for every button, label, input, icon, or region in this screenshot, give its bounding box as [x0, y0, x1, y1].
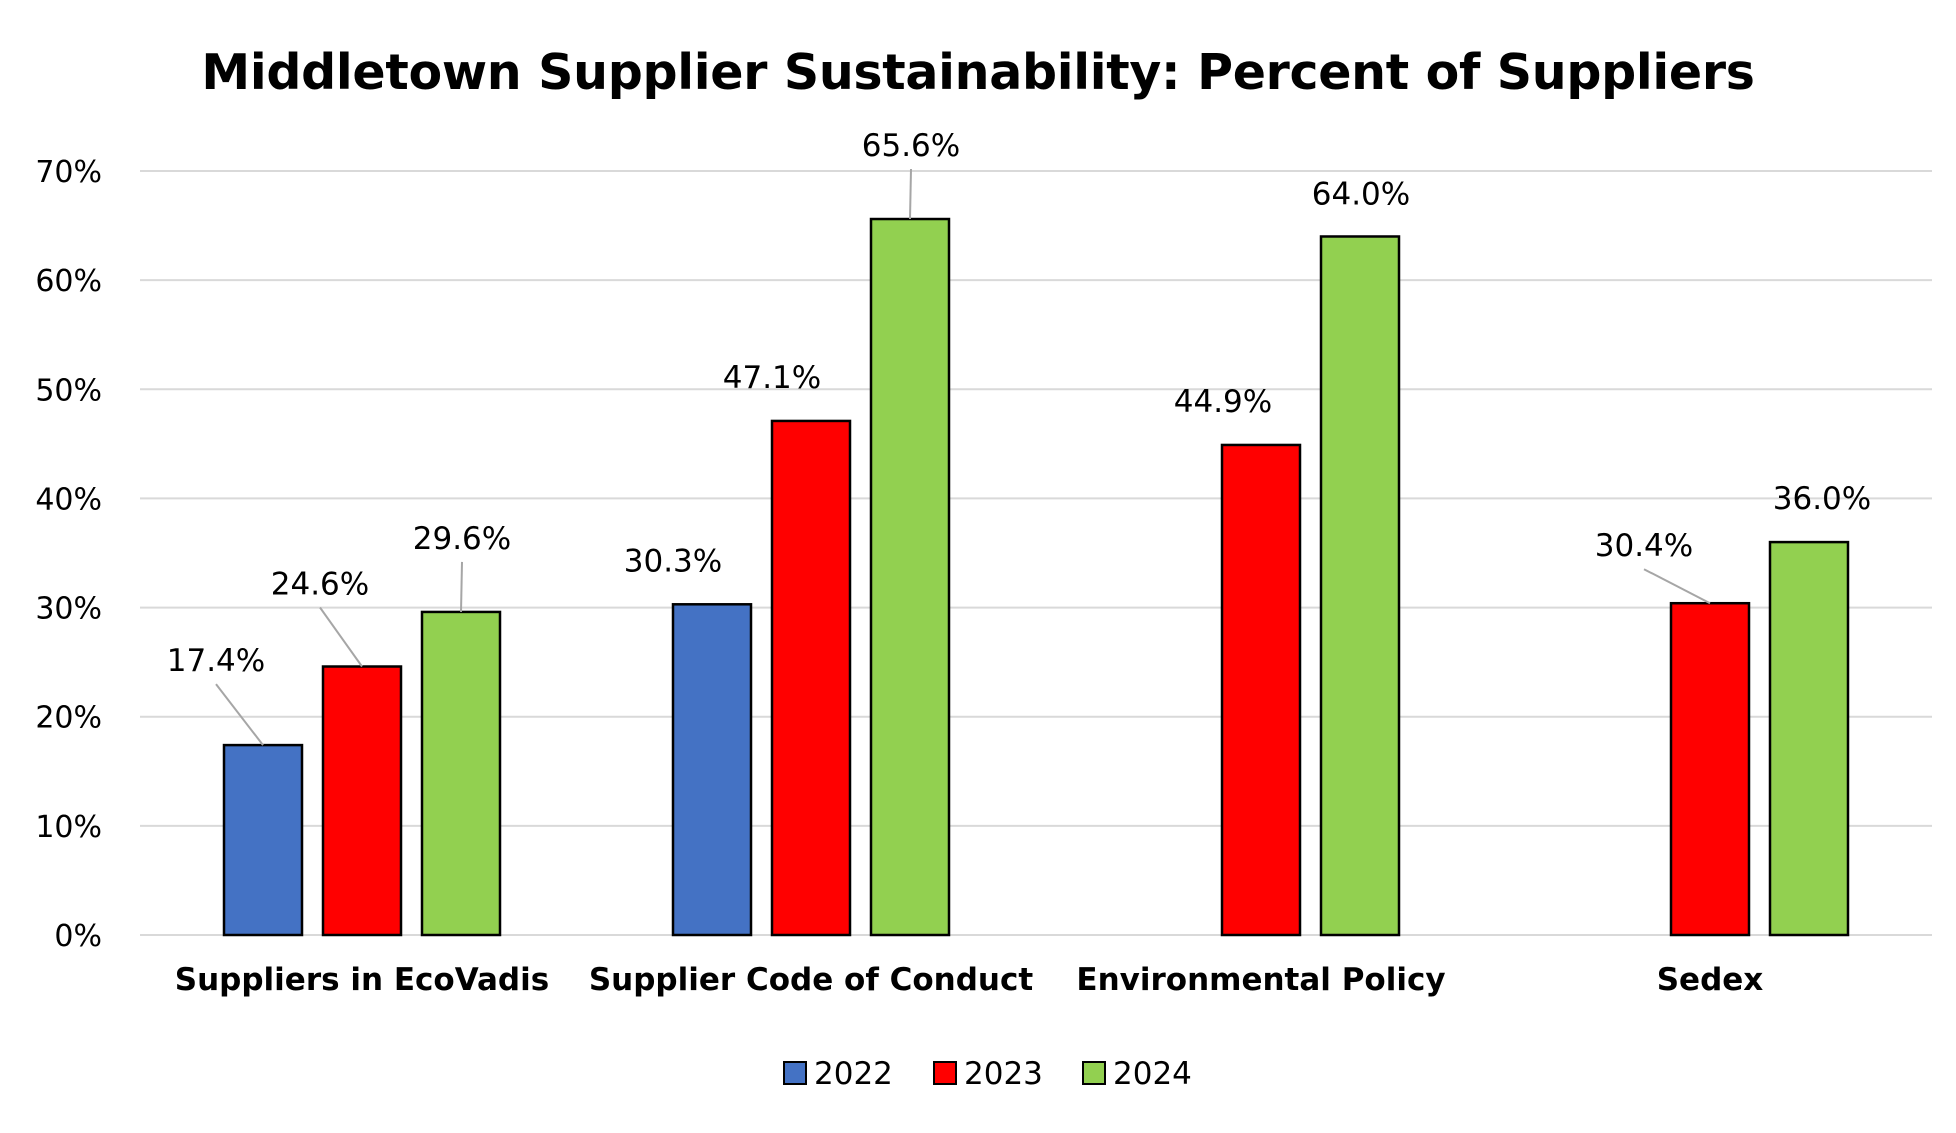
leader-line-2023-3 — [1643, 568, 1711, 605]
category-label-0: Suppliers in EcoVadis — [175, 962, 549, 998]
category-label-3: Sedex — [1657, 962, 1764, 998]
y-tick-label: 10% — [35, 810, 102, 845]
label-leader-lines — [215, 169, 1711, 746]
data-label-2022-0: 17.4% — [167, 643, 265, 679]
bar-2023-0 — [321, 665, 403, 937]
bar-2023-1 — [770, 419, 852, 937]
bar-2023-2 — [1220, 443, 1302, 937]
y-tick-label: 20% — [35, 701, 102, 736]
data-label-2023-2: 44.9% — [1174, 384, 1272, 420]
y-tick-label: 30% — [35, 592, 102, 627]
data-labels: 17.4% 30.3% 24.6% 47.1% 44.9% 30.4% 29.6% 65.6%… — [167, 128, 1871, 679]
bar-2022-0 — [222, 743, 304, 937]
data-label-2024-0: 29.6% — [413, 521, 511, 557]
legend-label-2022: 2022 — [814, 1056, 893, 1092]
data-label-2024-3: 36.0% — [1773, 481, 1871, 517]
data-label-2024-2: 64.0% — [1312, 176, 1410, 212]
legend-swatch-2023 — [933, 1061, 957, 1085]
legend-swatch-2022 — [783, 1061, 807, 1085]
leader-line-2023-0 — [319, 606, 363, 668]
data-label-2023-0: 24.6% — [271, 567, 369, 603]
y-tick-label: 50% — [35, 373, 102, 408]
legend-label-2024: 2024 — [1113, 1056, 1192, 1092]
chart-title: Middletown Supplier Sustainability: Perc… — [201, 44, 1755, 101]
y-tick-label: 60% — [35, 264, 102, 299]
bar-2024-0 — [420, 610, 502, 937]
leader-line-2022-0 — [215, 683, 264, 746]
category-label-1: Supplier Code of Conduct — [589, 962, 1034, 998]
leader-line-2024-0 — [460, 561, 463, 612]
y-axis-ticks: 0% 10% 20% 30% 40% 50% 60% 70% — [35, 155, 102, 954]
y-tick-label: 0% — [54, 919, 102, 954]
data-label-2024-1: 65.6% — [862, 128, 960, 164]
data-label-2022-1: 30.3% — [624, 543, 722, 579]
category-labels: Suppliers in EcoVadis Supplier Code of Co… — [175, 962, 1763, 998]
data-label-2023-3: 30.4% — [1595, 528, 1693, 564]
bar-2023-3 — [1669, 601, 1751, 937]
bar-2022-1 — [671, 603, 753, 937]
bars — [222, 217, 1850, 937]
bar-2024-1 — [869, 217, 951, 937]
leader-line-2024-1 — [909, 169, 912, 220]
legend-swatch-2024 — [1082, 1061, 1106, 1085]
bar-2024-3 — [1768, 540, 1850, 937]
legend: 2022 2023 2024 — [783, 1056, 1192, 1092]
category-label-2: Environmental Policy — [1076, 962, 1445, 998]
data-label-2023-1: 47.1% — [723, 360, 821, 396]
y-tick-label: 40% — [35, 482, 102, 517]
legend-label-2023: 2023 — [964, 1056, 1043, 1092]
y-tick-label: 70% — [35, 155, 102, 190]
bar-2024-2 — [1319, 235, 1401, 937]
